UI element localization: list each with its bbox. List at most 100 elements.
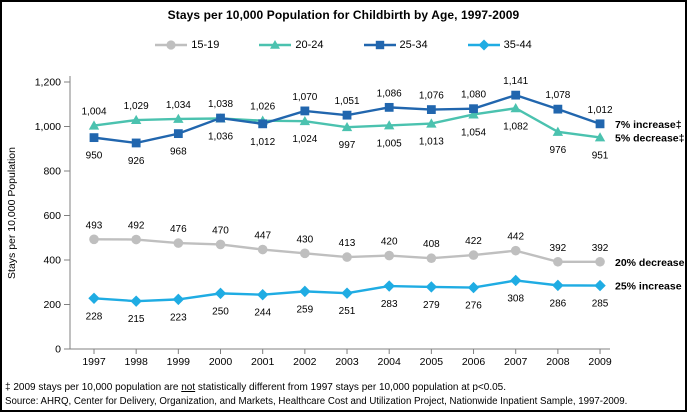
data-label-25-34-2006: 1,080 <box>461 90 486 101</box>
data-point-35-44-1997 <box>88 292 100 304</box>
data-label-35-44-2000: 250 <box>212 306 229 317</box>
footnote-significance: ‡ 2009 stays per 10,000 population are n… <box>5 381 685 395</box>
data-label-20-24-2000: 1,036 <box>208 131 233 142</box>
x-axis-tick-label: 1999 <box>167 356 191 368</box>
data-point-20-24-1999 <box>173 113 184 123</box>
data-point-35-44-2003 <box>341 287 353 299</box>
x-axis-tick-label: 2003 <box>335 356 359 368</box>
x-axis-tick-label: 1997 <box>82 356 106 368</box>
data-label-35-44-2006: 276 <box>465 301 482 312</box>
data-point-20-24-2007 <box>510 103 521 113</box>
data-point-25-34-2008 <box>553 104 563 114</box>
data-point-35-44-2004 <box>383 280 395 292</box>
legend-item-35-44: 35-44 <box>467 38 532 52</box>
data-label-35-44-2009: 285 <box>592 299 609 310</box>
legend-item-25-34: 25-34 <box>363 38 428 52</box>
series-annotation-20-24: 5% decrease‡ <box>615 132 685 144</box>
data-label-35-44-1998: 215 <box>128 314 145 325</box>
x-axis-tick-label: 2002 <box>293 356 317 368</box>
data-point-35-44-2009 <box>594 279 606 292</box>
data-label-25-34-2001: 1,012 <box>250 137 275 148</box>
legend: 15-19 20-24 25-34 35-44 <box>2 38 685 52</box>
data-label-25-34-2007: 1,141 <box>503 76 528 87</box>
data-point-15-19-2002 <box>300 248 310 259</box>
data-label-35-44-2008: 286 <box>550 298 567 309</box>
data-label-25-34-2009: 1,012 <box>588 105 613 116</box>
data-label-20-24-1997: 1,004 <box>81 107 106 118</box>
data-point-20-24-2004 <box>383 120 395 130</box>
data-label-15-19-2005: 408 <box>423 239 440 250</box>
data-point-15-19-2000 <box>215 239 226 250</box>
legend-diamond-icon <box>467 39 500 51</box>
data-label-15-19-2009: 392 <box>592 243 609 254</box>
data-point-35-44-2000 <box>214 287 227 300</box>
data-label-15-19-2008: 392 <box>550 243 567 254</box>
data-label-25-34-2008: 1,078 <box>545 90 570 101</box>
data-point-15-19-2009 <box>595 256 605 267</box>
data-point-25-34-2005 <box>426 105 436 114</box>
data-point-25-34-2007 <box>511 90 521 100</box>
footnote-source: Source: AHRQ, Center for Delivery, Organ… <box>5 395 628 407</box>
data-label-15-19-1999: 476 <box>170 224 187 235</box>
data-label-15-19-1997: 493 <box>86 220 103 231</box>
data-point-35-44-2002 <box>299 285 311 298</box>
legend-marker-35-44 <box>478 39 490 51</box>
chart-title: Stays per 10,000 Population for Childbir… <box>167 8 520 22</box>
legend-item-15-19: 15-19 <box>155 38 219 52</box>
data-point-20-24-2002 <box>299 115 311 126</box>
data-point-15-19-2007 <box>510 245 521 256</box>
data-label-35-44-2003: 251 <box>339 306 356 317</box>
data-label-15-19-2006: 422 <box>465 236 482 247</box>
data-label-25-34-2004: 1,086 <box>377 88 402 99</box>
data-label-15-19-2002: 430 <box>297 234 314 245</box>
data-label-25-34-1999: 968 <box>170 147 187 158</box>
data-label-25-34-2000: 1,038 <box>208 99 233 110</box>
data-point-35-44-2008 <box>552 279 564 292</box>
x-axis-tick-label: 2004 <box>378 356 402 368</box>
data-point-15-19-1997 <box>89 234 99 245</box>
data-point-15-19-1999 <box>173 238 184 248</box>
data-point-35-44-2001 <box>256 289 269 301</box>
series-annotation-35-44: 25% increase <box>615 281 682 293</box>
data-label-20-24-2008: 976 <box>550 145 567 156</box>
data-point-20-24-2006 <box>468 109 479 119</box>
legend-label-20-24: 20-24 <box>295 39 324 51</box>
series-annotation-15-19: 20% decrease <box>615 257 685 269</box>
data-label-20-24-2001: 1,026 <box>250 102 275 113</box>
footnote-text: ‡ 2009 stays per 10,000 population are <box>5 382 182 394</box>
data-point-25-34-1998 <box>131 138 141 148</box>
x-axis-tick-label: 2008 <box>546 356 570 368</box>
footnote-underlined-word: not <box>181 382 196 394</box>
data-point-25-34-1997 <box>89 133 99 143</box>
data-point-25-34-2009 <box>595 119 605 129</box>
data-point-25-34-2001 <box>258 119 268 129</box>
data-label-35-44-2004: 283 <box>381 299 398 310</box>
data-point-20-24-2003 <box>341 121 353 132</box>
data-point-25-34-2006 <box>469 104 478 114</box>
x-axis-tick-label: 2005 <box>420 356 444 368</box>
data-point-20-24-1998 <box>130 114 142 125</box>
data-label-35-44-2001: 244 <box>254 308 271 319</box>
data-point-15-19-2004 <box>384 250 394 261</box>
data-point-20-24-1997 <box>88 120 100 130</box>
data-label-15-19-1998: 492 <box>128 221 145 232</box>
legend-label-25-34: 25-34 <box>399 39 428 51</box>
data-label-35-44-2007: 308 <box>507 293 524 304</box>
data-label-25-34-1998: 926 <box>128 156 145 167</box>
data-point-25-34-2003 <box>342 110 352 120</box>
data-point-25-34-1999 <box>173 129 183 139</box>
data-point-20-24-2008 <box>552 126 564 136</box>
x-axis-tick-label: 2001 <box>251 356 275 368</box>
legend-circle-icon <box>155 40 188 50</box>
data-label-20-24-1998: 1,029 <box>124 101 149 112</box>
x-axis-tick-label: 2006 <box>462 356 486 368</box>
data-label-20-24-2002: 1,024 <box>292 134 317 145</box>
y-axis-tick-label: 1,000 <box>35 121 61 133</box>
footnotes: ‡ 2009 stays per 10,000 population are n… <box>5 381 685 408</box>
data-label-25-34-2002: 1,070 <box>292 92 317 103</box>
data-point-25-34-2000 <box>216 113 225 123</box>
data-point-35-44-1999 <box>172 293 185 306</box>
data-point-35-44-2006 <box>467 281 480 294</box>
data-label-35-44-2002: 259 <box>297 304 314 315</box>
